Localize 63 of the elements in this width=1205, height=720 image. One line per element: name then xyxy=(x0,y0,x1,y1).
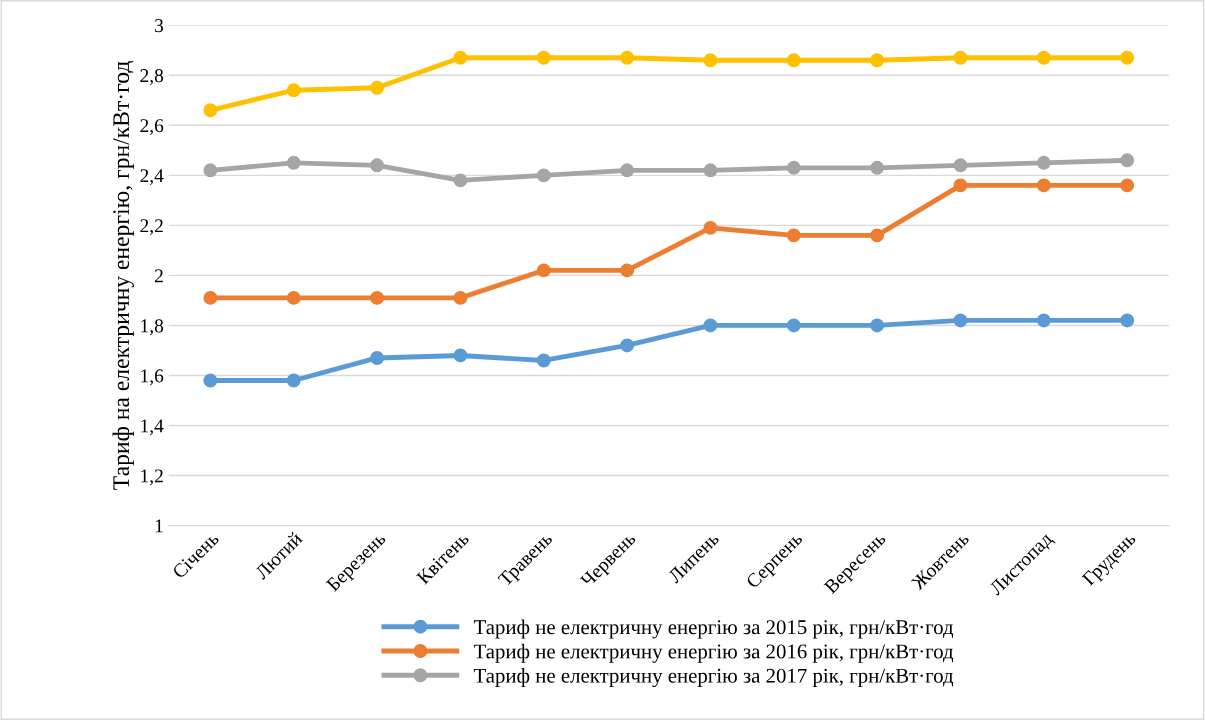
point xyxy=(1120,153,1135,168)
y-tick-label: 1,2 xyxy=(141,469,163,486)
y-tick-label: 3 xyxy=(155,19,164,33)
point xyxy=(536,263,551,278)
point xyxy=(370,351,385,365)
point xyxy=(620,163,635,178)
point xyxy=(203,103,218,118)
y-tick-label: 2,2 xyxy=(140,219,163,236)
point xyxy=(1036,155,1051,170)
point xyxy=(286,290,301,305)
point xyxy=(870,318,885,333)
point xyxy=(953,178,968,193)
point xyxy=(453,50,468,65)
point xyxy=(1036,313,1051,328)
point xyxy=(953,50,968,65)
point xyxy=(703,220,718,235)
point xyxy=(370,158,385,173)
point xyxy=(953,158,968,173)
point xyxy=(536,50,551,65)
point xyxy=(1036,50,1051,65)
point xyxy=(453,348,468,363)
legend-label: Тариф не електричну енергію за 2017 рік, грн/кВт·год xyxy=(473,668,954,688)
point xyxy=(1120,178,1135,193)
point xyxy=(453,290,468,305)
y-axis-title: Тариф на електричну енергію, грн/кВт·год xyxy=(112,61,134,490)
point xyxy=(786,160,801,175)
point xyxy=(1120,313,1135,328)
point xyxy=(286,373,301,388)
point xyxy=(703,53,718,68)
point xyxy=(370,80,385,95)
y-tick-label: 1,4 xyxy=(141,419,164,436)
point xyxy=(620,50,635,65)
point xyxy=(620,263,635,278)
point xyxy=(286,155,301,170)
point xyxy=(203,290,218,305)
y-tick-label: 1,6 xyxy=(141,369,164,386)
point xyxy=(870,228,885,243)
y-tick-label: 1,8 xyxy=(141,319,164,336)
point xyxy=(953,313,968,328)
point xyxy=(286,83,301,98)
point xyxy=(370,290,385,305)
legend-label: Тариф не електричну енергію за 2016 рік, грн/кВт·год xyxy=(473,643,954,663)
point xyxy=(786,318,801,333)
point xyxy=(1120,50,1135,65)
y-tick-label: 2,8 xyxy=(140,69,164,85)
point xyxy=(203,163,218,178)
point xyxy=(536,168,551,183)
y-tick-label: 1 xyxy=(155,519,163,533)
point xyxy=(703,318,718,333)
point xyxy=(870,53,885,68)
point xyxy=(870,160,885,175)
y-tick-label: 2 xyxy=(154,269,163,283)
point xyxy=(786,228,801,243)
y-tick-label: 2,4 xyxy=(140,169,164,186)
y-tick-label: 2,6 xyxy=(140,119,164,136)
legend-label: Тариф не електричну енергію за 2015 рік, грн/кВт·год xyxy=(473,619,954,639)
point xyxy=(203,373,218,388)
point xyxy=(620,338,635,353)
point xyxy=(1036,178,1051,193)
point xyxy=(786,53,801,68)
point xyxy=(536,353,551,368)
point xyxy=(453,173,468,188)
point xyxy=(703,163,718,178)
